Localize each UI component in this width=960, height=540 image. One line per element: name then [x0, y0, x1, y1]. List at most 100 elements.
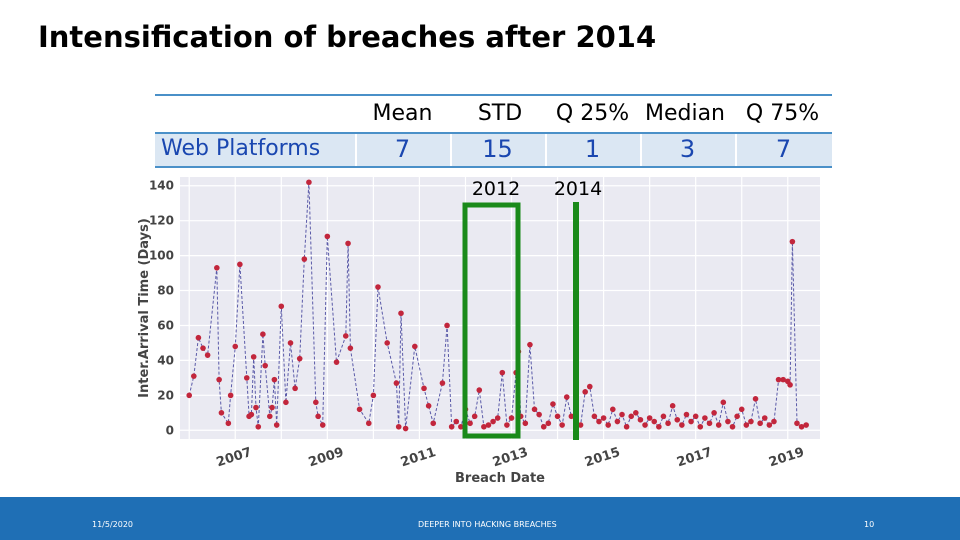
data-point — [725, 418, 731, 425]
data-point — [471, 413, 478, 420]
data-point — [738, 406, 745, 413]
data-point — [260, 331, 266, 338]
data-point — [444, 322, 450, 329]
data-point — [218, 410, 225, 416]
data-point — [702, 415, 708, 421]
data-point — [398, 310, 404, 317]
highlight-box-2012 — [462, 202, 521, 439]
data-point — [232, 343, 239, 350]
stats-val-q25: 1 — [584, 135, 601, 163]
data-point — [186, 392, 193, 399]
x-tick-labels: 2007 2009 2011 2013 2015 2017 2019 — [215, 445, 807, 470]
annotation-2014: 2014 — [554, 178, 602, 200]
data-point — [292, 385, 298, 392]
y-tick-label: 120 — [149, 214, 174, 228]
x-tick-label: 2017 — [675, 445, 714, 470]
data-point — [448, 423, 455, 430]
data-point — [248, 411, 255, 418]
data-point — [216, 376, 222, 383]
stats-col-q75: Q 75% — [745, 101, 820, 126]
data-point — [729, 423, 736, 430]
data-point — [536, 411, 542, 418]
data-point — [301, 256, 308, 262]
data-point — [628, 413, 635, 420]
data-point — [250, 354, 257, 360]
x-tick-label: 2015 — [583, 445, 622, 470]
data-point — [610, 406, 616, 413]
data-point — [623, 423, 630, 430]
y-tick-label: 60 — [157, 318, 174, 332]
data-point — [269, 404, 275, 411]
data-point — [752, 396, 759, 402]
stats-divider — [735, 134, 737, 166]
data-point — [605, 422, 612, 428]
x-axis-label: Breach Date — [455, 471, 545, 486]
data-point — [591, 413, 598, 420]
data-point — [669, 403, 676, 409]
y-tick-label: 80 — [157, 284, 174, 298]
data-point — [656, 423, 662, 430]
data-point — [402, 425, 409, 432]
data-point — [365, 420, 372, 427]
stats-col-median: Median — [644, 101, 726, 126]
data-point — [453, 418, 460, 425]
data-point — [508, 415, 515, 421]
data-point — [688, 418, 694, 425]
data-point — [559, 422, 565, 428]
stats-val-q75: 7 — [775, 135, 792, 163]
data-point — [271, 376, 278, 383]
data-point — [697, 423, 704, 430]
data-point — [375, 284, 381, 290]
data-point — [253, 404, 259, 411]
data-point — [619, 411, 625, 418]
data-point — [395, 423, 402, 430]
data-point — [499, 369, 506, 376]
data-point — [347, 345, 354, 351]
data-point — [204, 352, 211, 358]
data-point — [266, 413, 273, 420]
data-point — [665, 420, 671, 427]
data-point — [504, 422, 510, 428]
data-point — [296, 355, 303, 362]
stats-table: Mean STD Q 25% Median Q 75% Web Platform… — [155, 94, 832, 168]
y-tick-label: 20 — [157, 388, 174, 402]
stats-divider — [545, 134, 547, 166]
data-point — [715, 422, 722, 428]
data-point — [522, 420, 529, 427]
data-point — [490, 418, 496, 425]
data-point — [324, 233, 331, 240]
data-point — [679, 422, 685, 428]
data-point — [527, 341, 533, 348]
data-point — [743, 422, 750, 428]
data-point — [458, 423, 464, 430]
stats-val-std: 15 — [482, 135, 513, 163]
data-point — [803, 422, 809, 428]
y-tick-label: 0 — [166, 423, 174, 437]
data-point — [283, 399, 289, 406]
data-point — [467, 420, 473, 427]
data-point — [771, 418, 777, 425]
data-point — [554, 413, 561, 420]
data-point — [356, 406, 363, 413]
data-point — [692, 413, 699, 420]
slide-title: Intensification of breaches after 2014 — [38, 20, 657, 54]
data-point — [660, 413, 667, 420]
data-point — [370, 392, 377, 399]
stats-col-std: STD — [477, 101, 523, 126]
data-point — [384, 340, 390, 346]
data-point — [225, 420, 232, 427]
data-point — [306, 179, 312, 186]
data-point — [345, 240, 351, 247]
data-point — [412, 343, 418, 350]
data-point — [633, 410, 639, 416]
data-point — [421, 385, 427, 392]
footer-bar — [0, 497, 960, 540]
stats-col-q25: Q 25% — [555, 101, 630, 126]
data-point — [711, 410, 717, 416]
data-point — [582, 389, 588, 395]
data-point — [550, 401, 556, 407]
data-point — [214, 265, 220, 271]
data-point — [683, 411, 690, 418]
stats-col-mean: Mean — [372, 101, 433, 126]
data-point — [563, 394, 570, 400]
